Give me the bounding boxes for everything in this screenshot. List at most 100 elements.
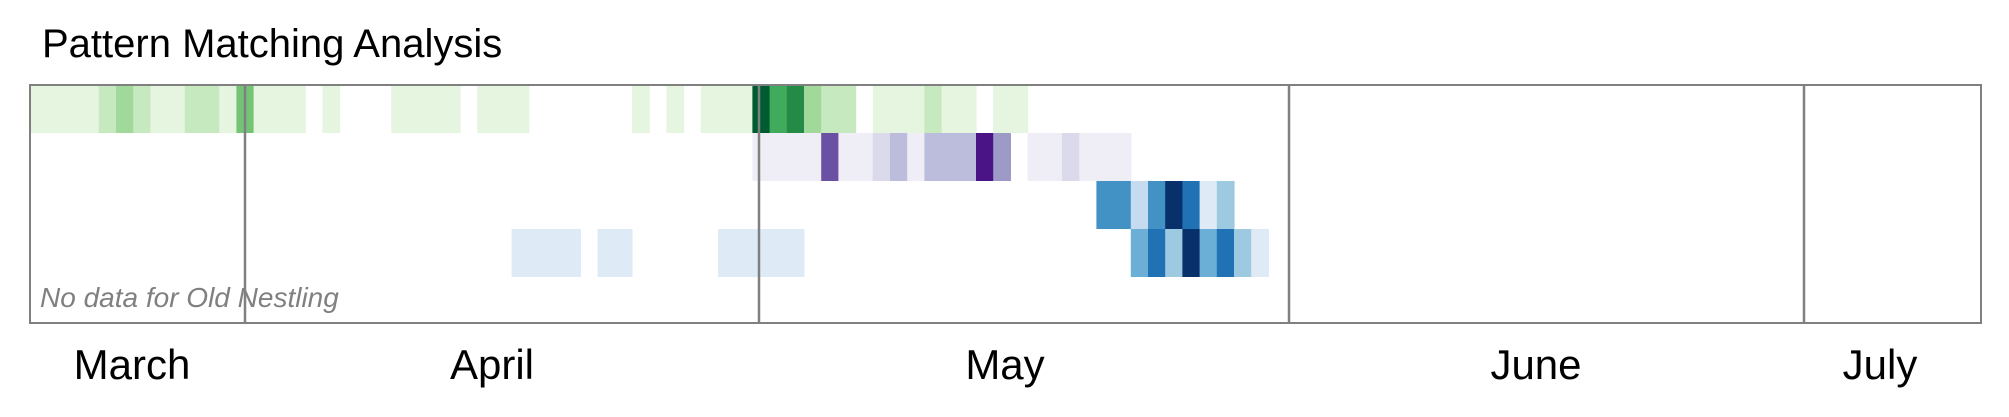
row-purple-cell [941,133,960,181]
row-green-cell [30,85,48,133]
row-blue-bottom-cell [1199,229,1218,277]
row-green-cell [924,85,943,133]
row-purple-cell [1113,133,1132,181]
row-green-cell [838,85,857,133]
row-green-cell [872,85,891,133]
row-green-cell [167,85,186,133]
row-green-cell [718,85,736,133]
row-blue-bottom-cell [614,229,633,277]
row-green-cell [288,85,306,133]
month-dividers [243,85,1806,323]
row-green-cell [81,85,100,133]
month-label-july: July [1843,341,1918,388]
row-blue-bottom-cell [1130,229,1149,277]
row-blue-bottom-cell [597,229,616,277]
month-labels: March April May June July [74,341,1918,388]
row-green-cell [821,85,839,133]
row-green-cell [769,85,788,133]
row-blue-bottom-cell [735,229,753,277]
row-green-cell [1010,85,1029,133]
row-green-cell [804,85,822,133]
row-green-cell [116,85,134,133]
row-blue-bottom-cell [769,229,788,277]
row-blue-bottom-cell [546,229,564,277]
row-purple-cell [804,133,822,181]
row-purple-cell [976,133,994,181]
row-green-cell [64,85,83,133]
row-blue-bottom-cell [1165,229,1183,277]
plot-frame [29,84,1982,324]
row-green-cell [408,85,427,133]
row-green-cell [425,85,444,133]
month-label-may: May [965,341,1044,388]
row-purple-cell [872,133,891,181]
row-green-cell [98,85,117,133]
row-blue-top-cell [1216,181,1235,229]
row-green-cell [494,85,513,133]
row-green-cell [219,85,237,133]
row-purple-cell [1062,133,1080,181]
row-blue-top-cell [1165,181,1183,229]
row-green-cell [666,85,685,133]
row-green-cell [322,85,341,133]
row-blue-top-cell [1182,181,1201,229]
row-green-cell [786,85,805,133]
no-data-note: No data for Old Nestling [40,282,339,313]
row-green-cell [184,85,203,133]
row-blue-bottom-cell [752,229,771,277]
row-blue-bottom-cell [1148,229,1166,277]
row-green-cell [958,85,977,133]
row-blue-bottom-cell [718,229,736,277]
row-purple-cell [1044,133,1063,181]
row-purple-cell [786,133,805,181]
row-purple-cell [907,133,925,181]
heatmap-cells [30,85,1269,277]
row-purple-cell [821,133,839,181]
row-green-cell [150,85,169,133]
row-purple-cell [890,133,908,181]
row-green-cell [752,85,771,133]
row-purple-cell [1096,133,1115,181]
row-blue-bottom-cell [511,229,530,277]
row-green-cell [47,85,65,133]
row-blue-bottom-cell [786,229,805,277]
row-green-cell [993,85,1011,133]
row-green-cell [735,85,753,133]
row-blue-top-cell [1148,181,1166,229]
row-green-cell [941,85,960,133]
row-purple-cell [1079,133,1097,181]
row-blue-bottom-cell [528,229,547,277]
row-purple-cell [752,133,771,181]
row-purple-cell [769,133,788,181]
row-blue-bottom-cell [1234,229,1252,277]
row-green-cell [511,85,530,133]
row-green-cell [700,85,719,133]
row-blue-bottom-cell [1182,229,1201,277]
row-purple-cell [993,133,1011,181]
row-green-cell [270,85,289,133]
row-blue-top-cell [1130,181,1149,229]
row-green-cell [890,85,908,133]
row-purple-cell [1027,133,1046,181]
row-green-cell [477,85,495,133]
row-green-cell [133,85,151,133]
row-green-cell [907,85,925,133]
row-blue-bottom-cell [563,229,581,277]
row-green-cell [632,85,650,133]
row-blue-bottom-cell [1216,229,1235,277]
row-blue-bottom-cell [1251,229,1269,277]
row-purple-cell [924,133,943,181]
row-green-cell [202,85,220,133]
month-label-march: March [74,341,191,388]
row-blue-top-cell [1199,181,1218,229]
chart-title: Pattern Matching Analysis [42,22,503,66]
row-blue-top-cell [1113,181,1132,229]
row-purple-cell [958,133,977,181]
month-label-april: April [450,341,534,388]
row-purple-cell [838,133,857,181]
row-green-cell [442,85,461,133]
month-label-june: June [1490,341,1581,388]
row-green-cell [253,85,272,133]
row-blue-top-cell [1096,181,1115,229]
